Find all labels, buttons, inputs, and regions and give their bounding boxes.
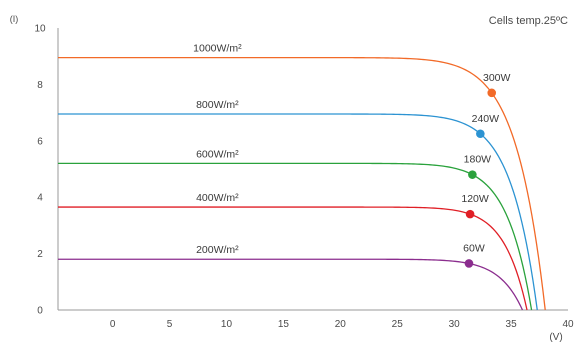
x-tick-label: 30	[449, 319, 461, 330]
y-axis-label: (I)	[10, 14, 19, 24]
iv-curve	[58, 206, 528, 311]
mpp-point	[464, 259, 474, 268]
series-label: 400W/m²	[196, 192, 239, 204]
y-tick-label: 8	[37, 80, 43, 91]
mpp-label: 180W	[464, 154, 492, 166]
series-label: 600W/m²	[196, 148, 239, 160]
iv-curve	[58, 113, 538, 311]
iv-curve	[58, 258, 524, 311]
axes: 0 2 4 6 8 10 0 5 10 15 20 25 30 35 40 (I) (V) Cells temp.…	[10, 14, 574, 343]
x-tick-label: 35	[506, 319, 518, 330]
mpp-point	[465, 209, 475, 219]
series-label: 1000W/m²	[193, 43, 242, 55]
mpp-label: 300W	[483, 72, 511, 84]
x-tick-label: 20	[335, 319, 347, 330]
mpp-label: 240W	[472, 113, 500, 125]
mpp-point	[468, 170, 477, 179]
labels: 1000W/m² 300W 800W/m² 240W 600W/m² 180W 400W/m…	[193, 43, 510, 257]
x-axis-label: (V)	[549, 332, 562, 343]
x-tick-label: 40	[562, 319, 574, 330]
iv-curve	[58, 56, 546, 311]
y-tick-label: 0	[37, 306, 43, 317]
mpp-point	[487, 88, 497, 98]
mpp-label: 120W	[461, 193, 489, 205]
y-tick-label: 2	[37, 249, 43, 260]
y-tick-label: 6	[37, 136, 43, 147]
y-tick-label: 10	[34, 24, 46, 35]
series-label: 200W/m²	[196, 244, 239, 256]
x-tick-label: 10	[221, 319, 233, 330]
curves	[58, 56, 546, 311]
x-tick-label: 15	[278, 319, 290, 330]
x-tick-label: 5	[167, 319, 173, 330]
iv-curve	[58, 162, 533, 311]
x-tick-label: 25	[392, 319, 404, 330]
mpp-label: 60W	[463, 242, 485, 254]
y-tick-label: 4	[37, 193, 43, 204]
temperature-note: Cells temp.25ºC	[489, 15, 568, 27]
series-label: 800W/m²	[196, 99, 239, 111]
x-tick-label: 0	[110, 319, 116, 330]
mpp-point	[476, 129, 485, 139]
